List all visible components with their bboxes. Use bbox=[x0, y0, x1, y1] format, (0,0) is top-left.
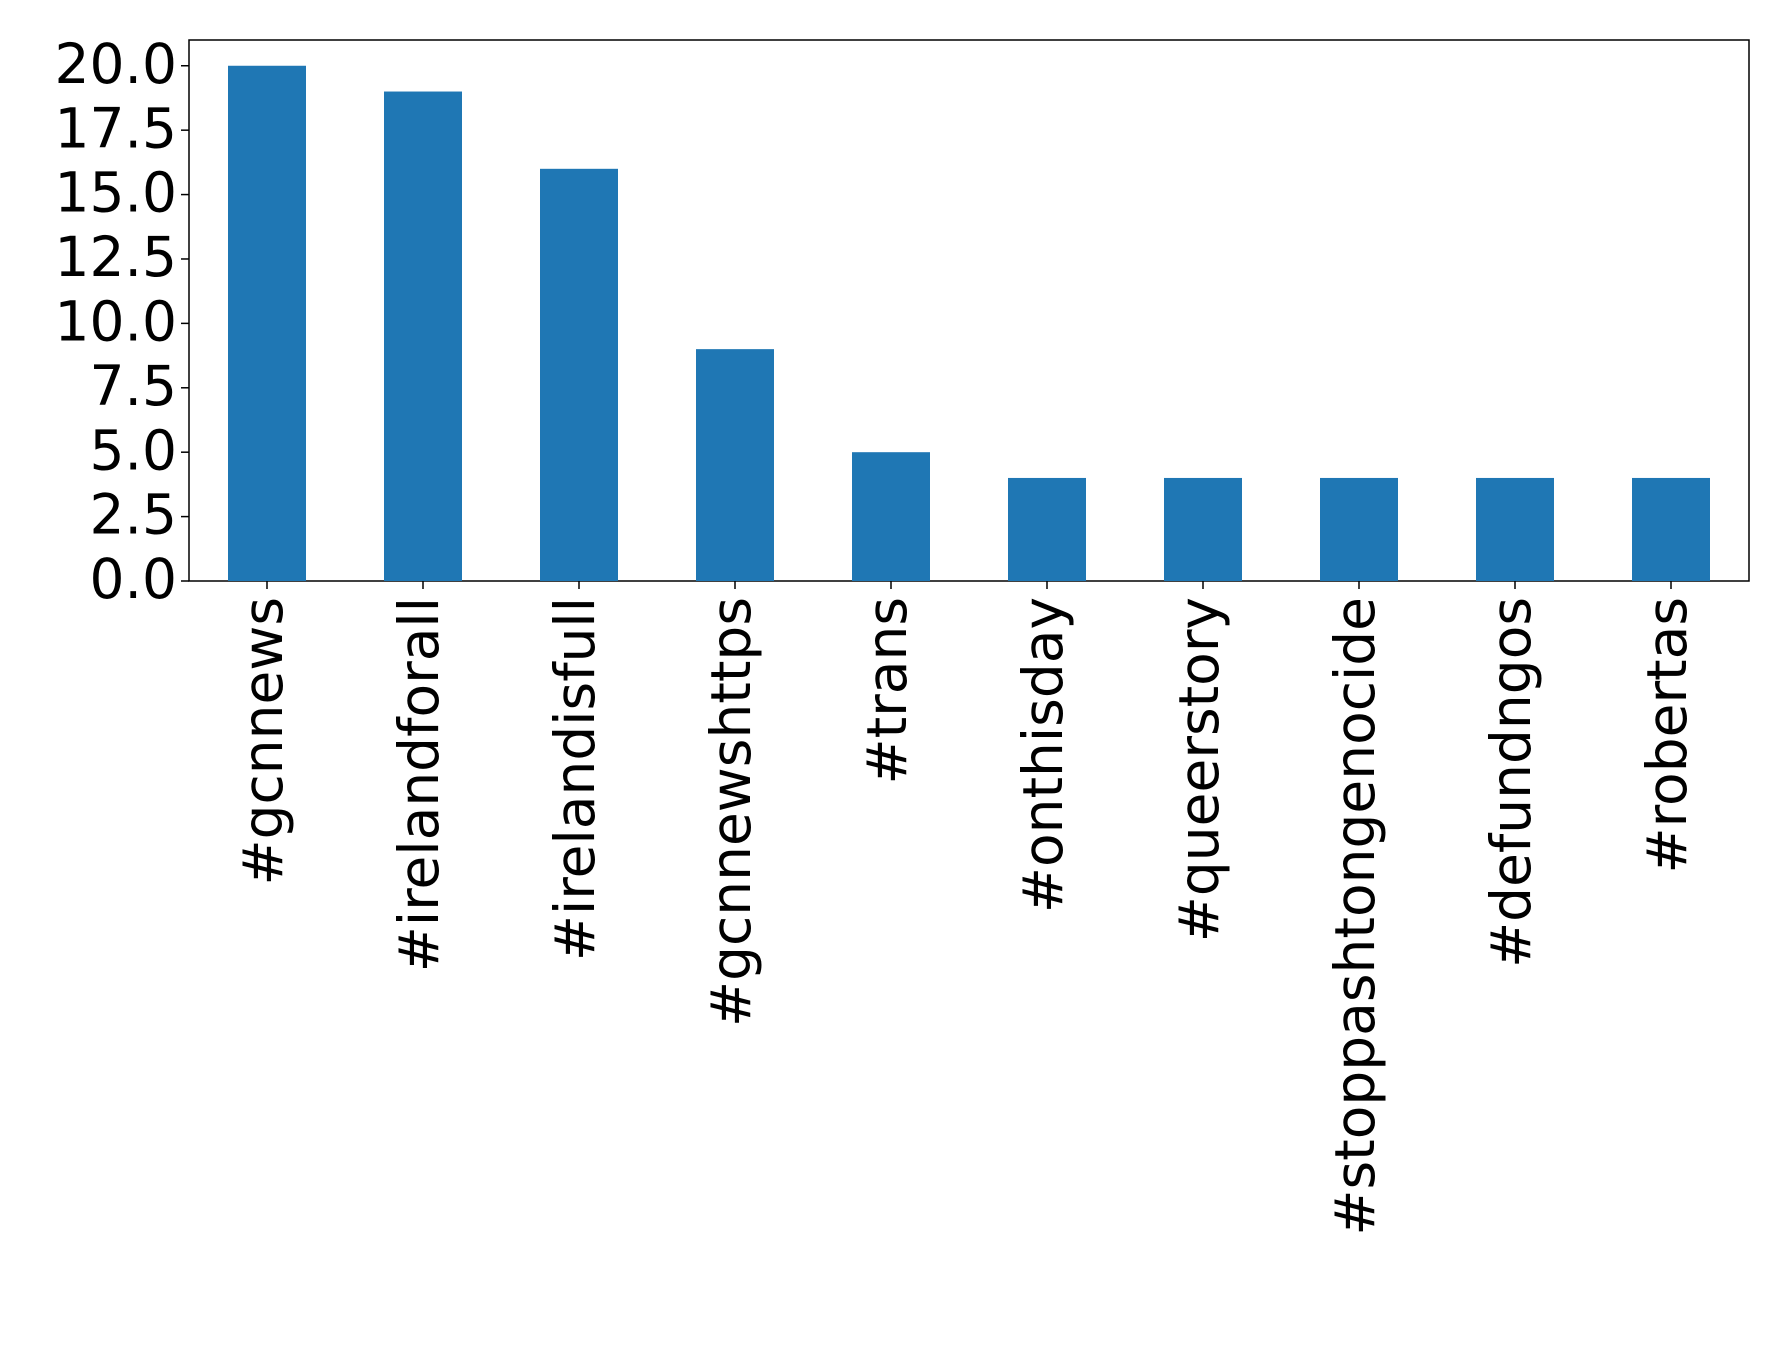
x-tick-label: #robertas bbox=[1635, 597, 1699, 873]
y-tick-label: 0.0 bbox=[90, 547, 177, 611]
bar bbox=[228, 65, 306, 581]
bar bbox=[1476, 477, 1554, 581]
bar bbox=[1320, 477, 1398, 581]
bar bbox=[1008, 477, 1086, 581]
y-tick-label: 17.5 bbox=[55, 96, 177, 160]
x-tick-label: #defundngos bbox=[1479, 597, 1543, 968]
bar bbox=[384, 91, 462, 582]
y-tick-label: 2.5 bbox=[90, 483, 177, 547]
y-tick-label: 5.0 bbox=[90, 418, 177, 482]
y-tick-label: 7.5 bbox=[90, 354, 177, 418]
bar bbox=[696, 349, 774, 581]
bar bbox=[1164, 477, 1242, 581]
x-tick-label: #trans bbox=[855, 597, 919, 784]
plot-frame bbox=[188, 39, 1750, 582]
x-tick-label: #onthisday bbox=[1011, 597, 1075, 913]
x-tick-label: #gcnnews bbox=[231, 597, 295, 885]
bar bbox=[540, 168, 618, 582]
x-tick-label: #irelandisfull bbox=[543, 597, 607, 961]
bar bbox=[1632, 477, 1710, 581]
x-tick-label: #queerstory bbox=[1167, 597, 1231, 942]
x-tick-label: #gcnnewshttps bbox=[699, 597, 763, 1027]
y-tick-label: 10.0 bbox=[55, 290, 177, 354]
bar bbox=[852, 452, 930, 581]
x-tick-label: #irelandforall bbox=[387, 597, 451, 972]
y-tick-label: 15.0 bbox=[55, 161, 177, 225]
x-tick-label: #stoppashtongenocide bbox=[1323, 597, 1387, 1236]
y-tick-label: 20.0 bbox=[55, 32, 177, 96]
y-tick-label: 12.5 bbox=[55, 225, 177, 289]
